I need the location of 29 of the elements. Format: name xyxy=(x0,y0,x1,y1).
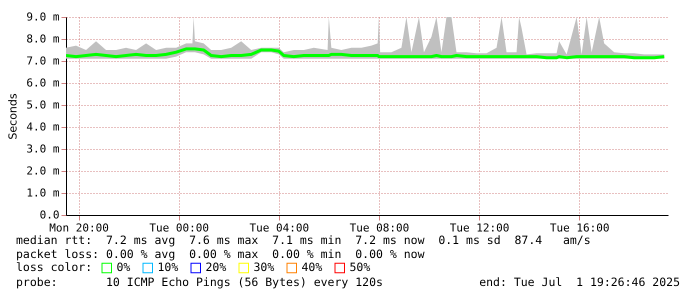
x-tick-label: Tue 04:00 xyxy=(249,222,310,234)
text: end: Tue Jul 1 19:26:46 2025 xyxy=(479,275,680,289)
y-tick-label: 8.0 m xyxy=(26,32,60,46)
legend-label: 20% xyxy=(206,260,226,274)
text: probe: 10 ICMP Echo Pings (56 Bytes) every 120s xyxy=(16,275,383,289)
x-tick-label: Tue 00:00 xyxy=(149,222,209,234)
y-tick-label: 0.0 xyxy=(40,208,60,222)
legend-label: 0% xyxy=(116,260,130,274)
legend-label: 50% xyxy=(350,260,370,274)
y-tick-label: 6.0 m xyxy=(26,76,60,90)
x-tick-label: Tue 08:00 xyxy=(350,222,410,234)
legend-label: 30% xyxy=(254,260,274,274)
text: median rtt: 7.2 ms avg 7.6 ms max 7.1 ms min 7.2 ms now 0.1 ms sd 87.4 am/s xyxy=(16,233,591,247)
legend-label: 10% xyxy=(158,260,178,274)
legend-label: 40% xyxy=(302,260,322,274)
y-tick-label: 1.0 m xyxy=(26,186,60,200)
legend-title: loss color: xyxy=(16,260,92,274)
text: packet loss: 0.00 % avg 0.00 % max 0.00 % min 0.00 % now xyxy=(16,247,425,261)
y-tick-label: 5.0 m xyxy=(26,98,60,112)
y-tick-label: 2.0 m xyxy=(26,164,60,178)
line-series xyxy=(66,47,666,60)
x-tick-label: Tue 12:00 xyxy=(450,222,510,234)
y-tick-label: 3.0 m xyxy=(26,142,60,156)
y-tick-label: 9.0 m xyxy=(26,10,60,24)
x-tick-label: Tue 16:00 xyxy=(550,222,610,234)
x-tick-label: Mon 20:00 xyxy=(49,222,109,234)
y-tick-label: 4.0 m xyxy=(26,120,60,134)
y-axis-title: Seconds xyxy=(6,93,20,140)
y-tick-label: 7.0 m xyxy=(26,54,60,68)
